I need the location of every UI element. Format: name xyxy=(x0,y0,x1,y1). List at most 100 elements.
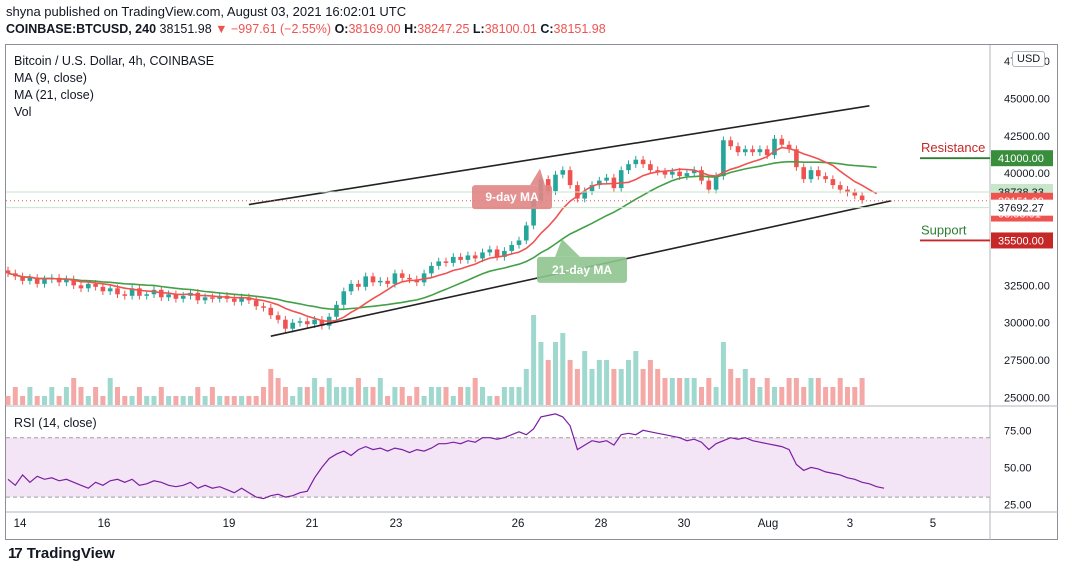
time-tick-label: 3 xyxy=(847,518,853,530)
legend-rsi[interactable]: RSI (14, close) xyxy=(14,416,97,430)
price-tick-label: 25000.00 xyxy=(1004,393,1050,405)
volume-bar xyxy=(100,396,106,405)
candle-body xyxy=(421,273,427,283)
volume-bar xyxy=(407,396,412,405)
currency-button[interactable]: USD xyxy=(1012,51,1046,67)
volume-bar xyxy=(326,378,332,405)
price-label-box xyxy=(991,232,1053,249)
candle-body xyxy=(757,149,763,153)
volume-bar xyxy=(107,378,113,405)
legend-ma9[interactable]: MA (9, close) xyxy=(14,71,87,85)
volume-bar xyxy=(618,369,624,405)
ma9-callout-box xyxy=(472,185,552,210)
legend-vol[interactable]: Vol xyxy=(14,105,32,119)
candle-body xyxy=(713,176,719,190)
volume-bar xyxy=(845,387,850,405)
volume-bar xyxy=(231,396,237,405)
tradingview-logo-icon: 17 xyxy=(8,545,23,562)
symbol-name[interactable]: COINBASE:BTCUSD, 240 xyxy=(6,22,157,36)
volume-bar xyxy=(122,396,128,405)
volume-bar xyxy=(56,396,62,405)
volume-bar xyxy=(655,369,661,405)
volume-bar xyxy=(742,369,748,405)
candle-body xyxy=(816,170,821,177)
volume-bar xyxy=(574,369,580,405)
candle-body xyxy=(531,200,536,226)
volume-bar xyxy=(224,396,230,405)
candle-body xyxy=(385,280,390,284)
candle-body xyxy=(735,146,741,153)
price-tick-label: 32500.00 xyxy=(1004,280,1050,292)
time-tick-label: 14 xyxy=(14,518,27,530)
volume-bar xyxy=(604,360,610,405)
candle-body xyxy=(20,276,25,281)
volume-bar xyxy=(647,360,653,405)
volume-bar xyxy=(443,387,449,405)
last-price: 38151.98 xyxy=(159,22,212,36)
volume-bar xyxy=(151,396,157,405)
rsi-band xyxy=(6,437,990,498)
candle-body xyxy=(56,277,62,283)
high-label: H: xyxy=(404,22,418,36)
volume-bar xyxy=(34,396,40,405)
volume-bar xyxy=(859,378,865,405)
volume-bar xyxy=(757,387,763,405)
candle-body xyxy=(509,244,514,251)
candle-body xyxy=(487,249,493,253)
volume-bar xyxy=(158,387,164,405)
candle-body xyxy=(451,256,456,263)
volume-bar xyxy=(209,387,215,405)
volume-bar xyxy=(837,378,843,405)
candle-body xyxy=(93,283,98,287)
candle-body xyxy=(42,279,47,284)
volume-bar xyxy=(669,378,675,405)
volume-bar xyxy=(531,315,537,405)
legend-ma21[interactable]: MA (21, close) xyxy=(14,88,94,102)
candle-body xyxy=(232,298,237,302)
volume-bar xyxy=(93,387,99,405)
volume-bar xyxy=(560,333,566,405)
time-tick-label: 23 xyxy=(390,518,403,530)
volume-bar xyxy=(20,396,26,405)
candle-body xyxy=(684,173,690,177)
volume-bar xyxy=(509,387,515,405)
candle-body xyxy=(794,149,799,168)
candle-body xyxy=(480,252,485,259)
volume-bar xyxy=(71,378,77,405)
volume-bar xyxy=(166,396,172,405)
candle-body xyxy=(670,171,675,175)
candle-body xyxy=(662,171,668,175)
channel-upper-line[interactable] xyxy=(248,105,870,206)
candle-body xyxy=(378,280,383,283)
price-label-box xyxy=(991,150,1053,167)
tradingview-footer[interactable]: 17 TradingView xyxy=(8,545,115,562)
volume-bar xyxy=(341,387,347,405)
candle-body xyxy=(195,292,201,301)
volume-bar xyxy=(385,396,391,405)
candle-body xyxy=(837,185,843,190)
low-label: L: xyxy=(472,22,485,36)
candle-body xyxy=(691,170,697,174)
volume-bar xyxy=(801,387,807,405)
ma21-line[interactable] xyxy=(7,160,877,311)
candle-body xyxy=(202,297,208,301)
candle-body xyxy=(283,319,288,329)
open-value: 38169.00 xyxy=(348,22,401,36)
rsi-line[interactable] xyxy=(7,413,885,500)
candle-body xyxy=(180,295,186,299)
volume-bar xyxy=(290,396,296,405)
candle-body xyxy=(129,288,135,296)
volume-bar xyxy=(728,369,734,405)
volume-bar xyxy=(304,387,310,405)
high-value: 38247.25 xyxy=(417,22,470,36)
candle-body xyxy=(71,279,76,286)
volume-bar xyxy=(188,396,193,405)
volume-bar xyxy=(720,342,726,405)
volume-bar xyxy=(487,396,493,405)
candle-body xyxy=(268,307,274,316)
volume-bar xyxy=(355,378,361,405)
volume-bar xyxy=(63,387,69,405)
ma9-line[interactable] xyxy=(7,146,878,323)
candle-body xyxy=(677,171,682,177)
